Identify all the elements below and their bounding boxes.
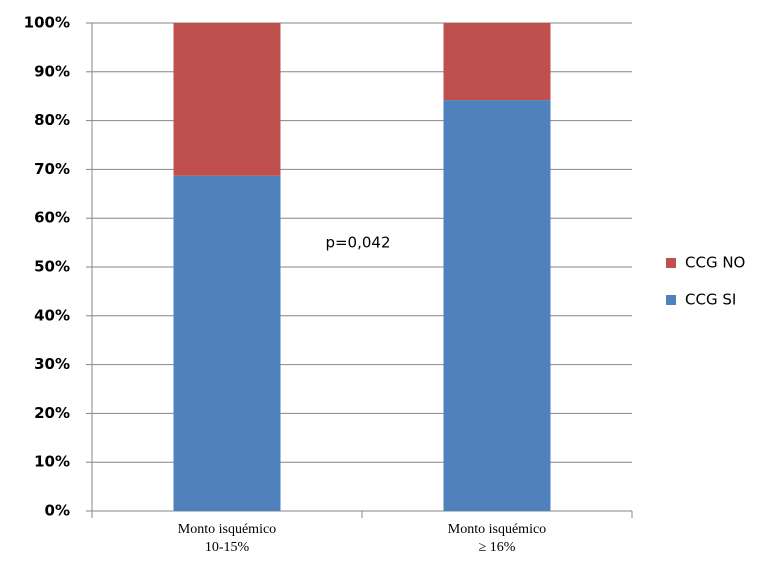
y-tick-label: 60% bbox=[34, 209, 70, 227]
y-tick-label: 90% bbox=[34, 62, 70, 80]
y-tick-label: 10% bbox=[34, 453, 70, 471]
x-tick-label: Monto isquémico bbox=[448, 522, 546, 537]
x-tick-label: 10-15% bbox=[205, 540, 250, 555]
annotation: p=0,042 bbox=[325, 234, 390, 252]
y-tick-label: 0% bbox=[45, 502, 70, 520]
legend-label: CCG NO bbox=[685, 254, 745, 272]
bar-segment bbox=[443, 100, 551, 511]
x-tick-label: Monto isquémico bbox=[178, 522, 276, 537]
bar-segment bbox=[443, 23, 551, 101]
y-tick-label: 30% bbox=[34, 355, 70, 373]
legend-swatch bbox=[666, 258, 676, 268]
y-tick-label: 80% bbox=[34, 111, 70, 129]
bar-segment bbox=[173, 175, 281, 511]
legend-swatch bbox=[666, 295, 676, 305]
y-tick-label: 100% bbox=[24, 14, 70, 32]
legend-label: CCG SI bbox=[685, 291, 736, 309]
y-tick-label: 40% bbox=[34, 306, 70, 324]
y-tick-label: 50% bbox=[34, 258, 70, 276]
bar-segment bbox=[173, 23, 281, 176]
y-tick-label: 20% bbox=[34, 404, 70, 422]
x-tick-label: ≥ 16% bbox=[479, 540, 516, 555]
y-tick-label: 70% bbox=[34, 160, 70, 178]
